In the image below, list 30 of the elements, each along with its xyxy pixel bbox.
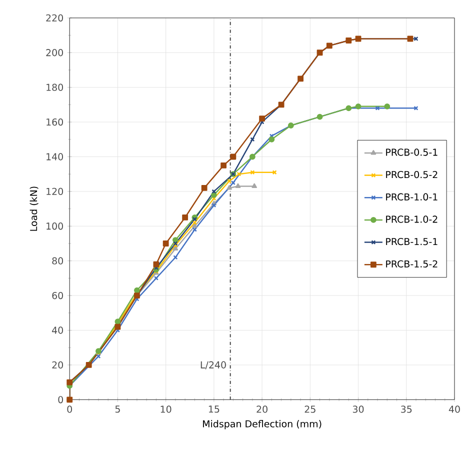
y-tick-label: 160	[46, 118, 63, 126]
x-tick-label: 15	[208, 406, 220, 413]
y-tick-label: 200	[46, 48, 63, 56]
y-tick-label: 60	[52, 292, 63, 300]
y-axis-title: Load (kN)	[30, 186, 38, 231]
y-tick-label: 180	[46, 84, 63, 91]
legend-label: PRCB-1.0-1	[386, 193, 438, 200]
y-tick-label: 120	[46, 188, 63, 195]
x-tick-label: 10	[160, 406, 172, 413]
y-tick-label: 40	[52, 326, 63, 334]
y-tick-label: 100	[46, 222, 63, 230]
x-axis-title: Midspan Deflection (mm)	[203, 420, 322, 430]
x-tick-label: 25	[304, 406, 316, 413]
legend-label: PRCB-1.5-2	[386, 260, 438, 268]
y-tick-label: 80	[52, 257, 63, 264]
y-tick-label: 140	[46, 153, 63, 160]
x-tick-label: 40	[448, 406, 460, 413]
legend-label: PRCB-1.5-1	[386, 238, 438, 246]
y-tick-label: 20	[52, 361, 63, 368]
legend-label: PRCB-0.5-2	[386, 170, 438, 178]
x-tick-label: 35	[401, 406, 412, 413]
ref-line-label: L/240	[200, 361, 226, 370]
legend-label: PRCB-0.5-1	[386, 148, 438, 156]
x-tick-label: 20	[256, 406, 268, 413]
x-tick-label: 0	[67, 406, 72, 413]
x-tick-label: 30	[352, 406, 364, 413]
y-tick-label: 0	[58, 396, 63, 404]
x-tick-label: 5	[115, 406, 120, 413]
y-tick-label: 220	[46, 14, 63, 22]
legend-label: PRCB-1.0-2	[386, 216, 438, 223]
